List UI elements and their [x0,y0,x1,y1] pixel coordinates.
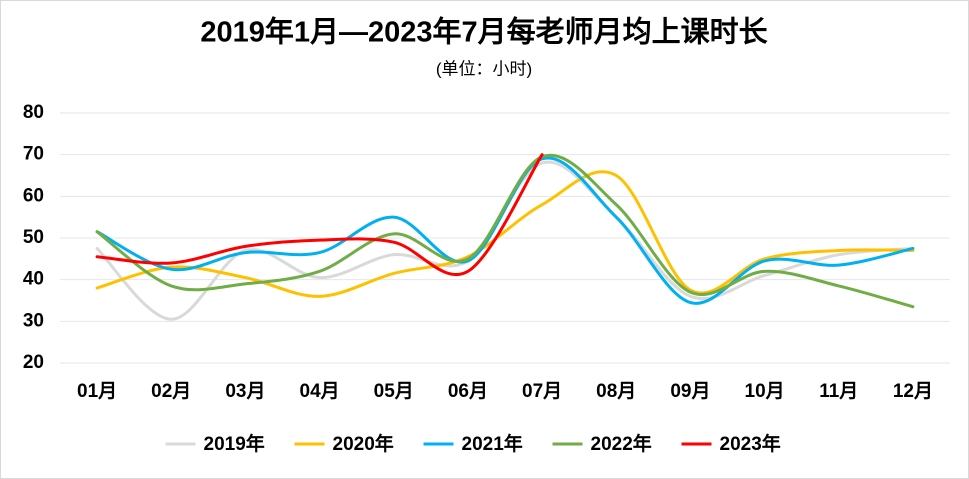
y-tick-label: 50 [23,227,44,248]
legend-label: 2020年 [333,432,394,455]
x-tick-label: 06月 [448,381,488,402]
legend-label: 2019年 [204,432,265,455]
legend-label: 2022年 [591,432,652,455]
x-tick-label: 10月 [745,381,785,402]
series-line [95,153,544,276]
legend-label: 2021年 [462,432,523,455]
x-tick-label: 05月 [374,381,414,402]
chart-title: 2019年1月—2023年7月每老师月均上课时长 [200,15,768,49]
x-tick-label: 01月 [77,381,117,402]
legend-label: 2023年 [720,432,781,455]
series-line [95,170,915,298]
x-tick-label: 12月 [893,381,933,402]
x-tick-label: 08月 [596,381,636,402]
y-tick-label: 40 [23,269,44,290]
x-tick-label: 11月 [819,381,858,402]
y-tick-label: 20 [23,352,44,373]
x-tick-label: 09月 [670,381,710,402]
x-tick-label: 04月 [300,381,340,402]
x-tick-label: 03月 [225,381,265,402]
x-tick-label: 07月 [522,381,562,402]
series-line [95,153,915,309]
y-tick-label: 80 [23,102,44,123]
y-tick-label: 70 [23,144,44,165]
y-tick-label: 60 [23,185,44,206]
chart-subtitle: (单位：小时) [436,59,532,78]
y-tick-label: 30 [23,310,44,331]
x-tick-label: 02月 [151,381,191,402]
